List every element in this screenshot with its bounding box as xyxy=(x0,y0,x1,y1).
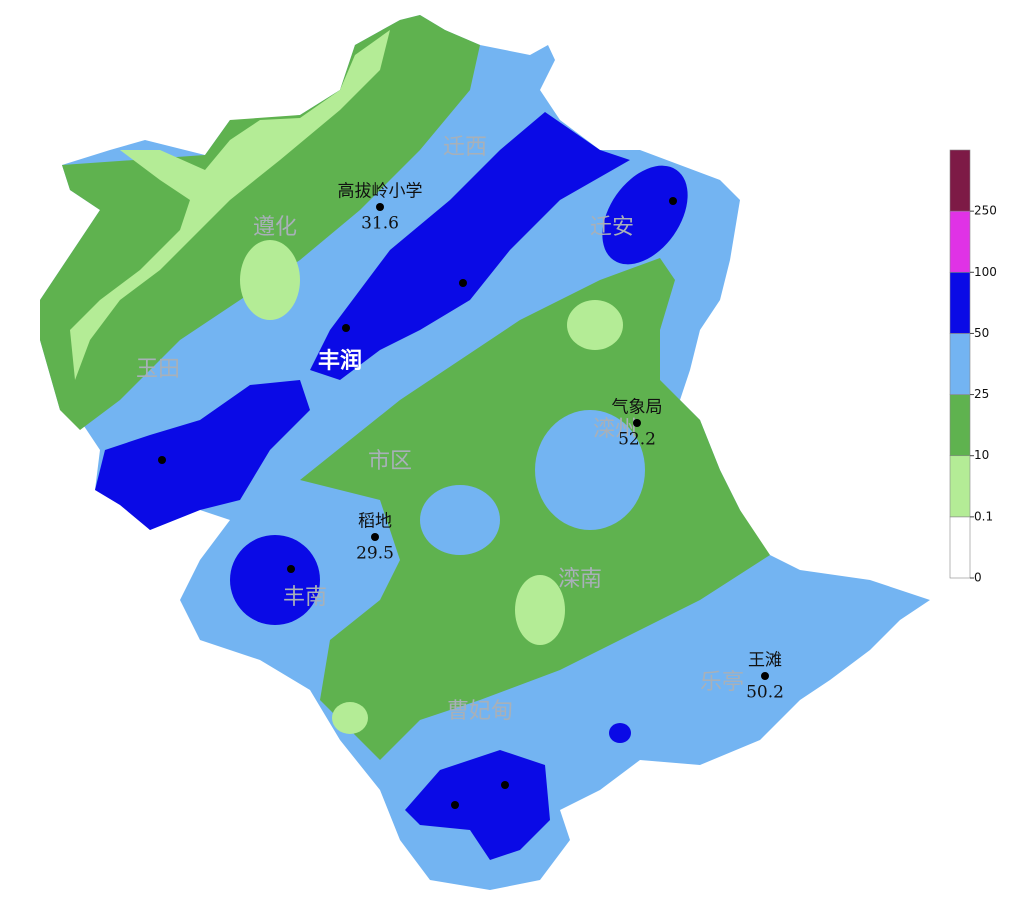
station-dot xyxy=(287,565,295,573)
region-blue-w xyxy=(95,380,310,530)
region-lightblue-pocket xyxy=(420,485,500,555)
region-green-central xyxy=(300,258,770,760)
district-label: 遵化 xyxy=(253,215,297,240)
region-blue-s xyxy=(405,750,550,860)
map-areas xyxy=(40,15,930,890)
legend-swatch xyxy=(949,394,971,457)
district-label: 滦南 xyxy=(558,567,602,592)
region-blue-band xyxy=(310,112,630,380)
station-dot xyxy=(342,324,350,332)
district-label: 丰南 xyxy=(283,585,327,610)
region-blue-fengnan xyxy=(230,535,320,625)
region-lightgreen-pocket xyxy=(240,240,300,320)
district-label: 迁西 xyxy=(443,135,487,160)
legend-swatch xyxy=(949,210,971,273)
legend-label: 100 xyxy=(974,265,997,279)
legend-swatch xyxy=(949,516,971,579)
legend-label: 0 xyxy=(974,571,982,585)
district-label: 市区 xyxy=(368,449,412,474)
region-green-nw xyxy=(40,15,480,430)
station-name: 王滩 xyxy=(748,651,782,671)
station-dot xyxy=(158,456,166,464)
region-lightgreen-pocket xyxy=(567,300,623,350)
station-dot xyxy=(376,203,384,211)
station-dot xyxy=(451,801,459,809)
legend-swatch xyxy=(949,333,971,395)
station-value: 29.5 xyxy=(356,544,394,564)
region-lightgreen-nw xyxy=(70,30,390,380)
station-value: 52.2 xyxy=(618,430,656,450)
region-lightblue-pocket xyxy=(535,410,645,530)
station-dot xyxy=(501,781,509,789)
district-label: 乐亭 xyxy=(700,670,744,695)
district-label: 丰润 xyxy=(318,348,362,374)
station-value: 50.2 xyxy=(746,683,784,703)
station-name: 气象局 xyxy=(612,398,663,418)
station-dot xyxy=(633,419,641,427)
district-label: 滦州 xyxy=(593,417,637,442)
legend-swatch xyxy=(949,455,971,518)
region-lightgreen-pocket xyxy=(332,702,368,734)
region-blue-ne xyxy=(602,165,688,265)
district-label: 迁安 xyxy=(590,215,634,240)
station-dot xyxy=(459,279,467,287)
legend-label: 25 xyxy=(974,387,989,401)
station-name: 稻地 xyxy=(358,512,392,532)
legend-label: 250 xyxy=(974,204,997,218)
legend-label: 0.1 xyxy=(974,509,993,523)
station-value: 31.6 xyxy=(361,214,399,234)
station-dot xyxy=(371,533,379,541)
station-dot xyxy=(669,197,677,205)
legend-swatch xyxy=(949,149,971,212)
region-blue-dot xyxy=(609,723,631,743)
legend-label: 50 xyxy=(974,326,989,340)
district-label: 曹妃甸 xyxy=(447,699,513,724)
station-dot xyxy=(761,672,769,680)
legend-label: 10 xyxy=(974,448,989,462)
region-lightgreen-pocket xyxy=(515,575,565,645)
station-name: 高拔岭小学 xyxy=(338,182,423,202)
district-label: 玉田 xyxy=(136,357,180,382)
legend-swatch xyxy=(949,271,971,334)
legend: 0 0.1 10 25 50 100 250 xyxy=(949,149,997,585)
